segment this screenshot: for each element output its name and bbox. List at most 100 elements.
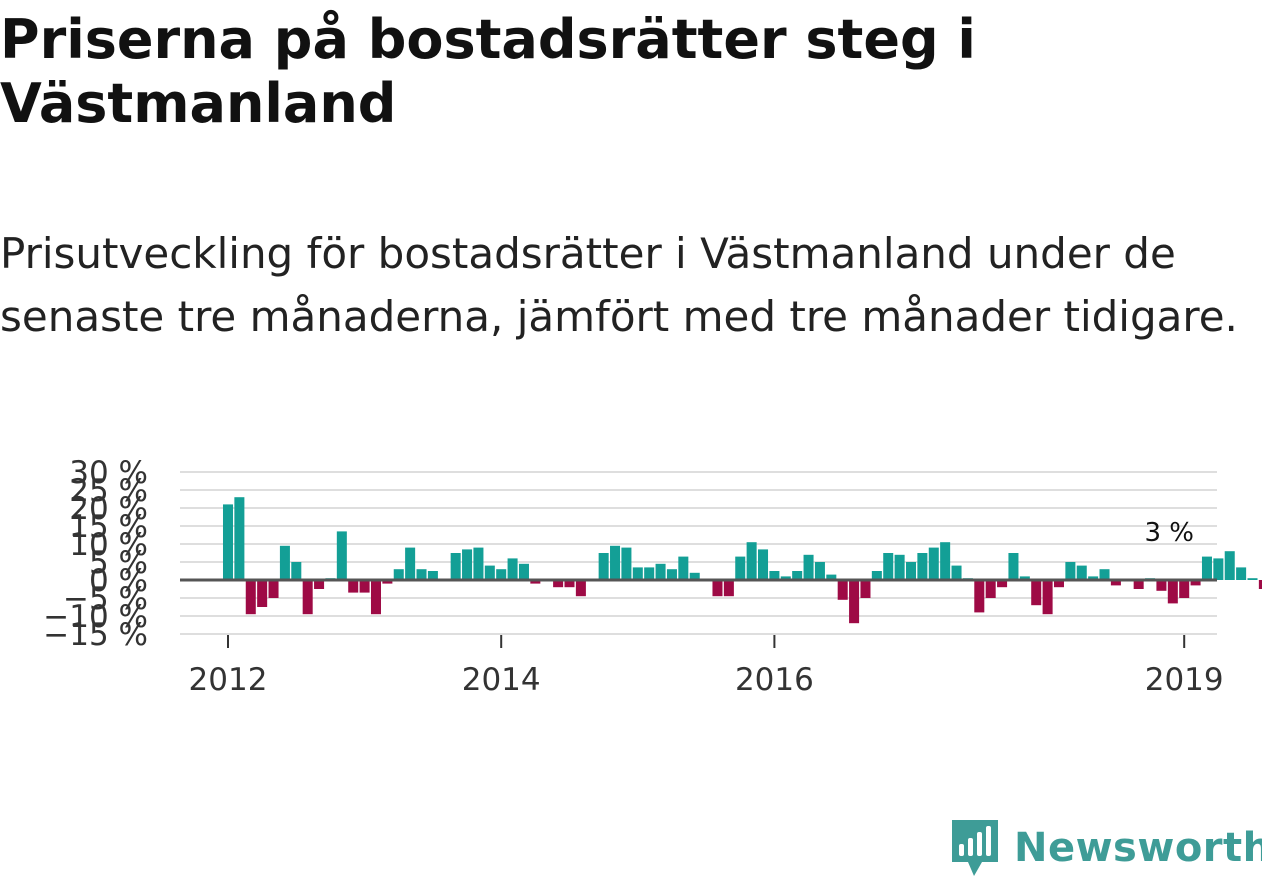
bar (348, 580, 359, 593)
bar (405, 547, 416, 580)
bar (245, 580, 256, 615)
bar (871, 571, 882, 580)
bar (1076, 565, 1087, 580)
bar (655, 563, 666, 580)
bar (940, 542, 951, 580)
y-tick-label: 25 % (69, 473, 148, 509)
bar (997, 580, 1008, 588)
bar (689, 572, 700, 580)
bar (1213, 558, 1224, 580)
y-axis-ticks: 30 %25 %20 %15 %10 %5 %0 %−5 %−10 %−15 % (43, 455, 148, 653)
bar (370, 580, 381, 615)
bar (1099, 569, 1110, 580)
bar (666, 569, 677, 580)
bar (1031, 580, 1042, 606)
bar (1247, 578, 1258, 580)
price-change-chart: 30 %25 %20 %15 %10 %5 %0 %−5 %−10 %−15 %… (43, 455, 1262, 698)
bars (222, 497, 1262, 624)
bar (837, 580, 848, 600)
bar (849, 580, 860, 624)
y-tick-label: 20 % (69, 491, 148, 527)
newsworthy-logo-icon (952, 820, 998, 876)
bar (393, 569, 404, 580)
bar (564, 580, 575, 588)
bar (416, 569, 427, 580)
bar (1008, 553, 1019, 580)
bar (758, 549, 769, 580)
chart-subtitle: Prisutveckling för bostadsrätter i Västm… (0, 229, 1238, 341)
bar (302, 580, 313, 615)
newsworthy-wordmark: Newsworthy (1014, 825, 1262, 871)
bar (826, 574, 837, 580)
bar (860, 580, 871, 598)
last-value-label: 3 % (1144, 518, 1194, 548)
bar (1190, 580, 1201, 586)
bar (222, 504, 234, 580)
bar (257, 580, 268, 607)
bar (769, 571, 780, 580)
bar (985, 580, 996, 598)
bar (905, 562, 917, 580)
bar (1156, 580, 1167, 591)
gridlines (180, 471, 1217, 635)
y-tick-label: 10 % (69, 527, 148, 563)
bar (735, 556, 746, 580)
chart-title: Priserna på bostadsrätter steg i Västman… (0, 8, 976, 135)
bar (268, 580, 279, 598)
x-tick-label: 2016 (735, 662, 814, 698)
bar (1236, 567, 1247, 580)
bar (518, 563, 529, 580)
bar (234, 497, 245, 580)
bar (507, 558, 518, 580)
y-tick-label: −15 % (43, 617, 148, 653)
bar (723, 580, 734, 597)
bar (814, 562, 825, 580)
x-tick-label: 2012 (189, 662, 268, 698)
bar (951, 565, 962, 580)
bar (712, 580, 723, 597)
x-tick-label: 2019 (1145, 662, 1224, 698)
bar (746, 542, 757, 580)
y-tick-label: 30 % (69, 455, 148, 491)
bar (279, 545, 290, 580)
bar (1167, 580, 1178, 604)
bar (1042, 580, 1053, 615)
bar (462, 549, 473, 580)
bar (496, 569, 507, 580)
bar (598, 553, 609, 580)
y-tick-label: 0 % (89, 563, 148, 599)
bar (530, 580, 541, 584)
bar (359, 580, 370, 593)
bar (644, 567, 655, 580)
bar (928, 547, 939, 580)
bar (382, 580, 393, 584)
y-tick-label: −10 % (43, 599, 148, 635)
bar (553, 580, 564, 588)
bar (780, 576, 791, 580)
bar (1224, 551, 1235, 580)
bar (1088, 576, 1099, 580)
bar (621, 547, 632, 580)
bar (632, 567, 643, 580)
bar (803, 554, 814, 580)
bar (610, 545, 621, 580)
y-tick-label: 15 % (69, 509, 148, 545)
bar (1110, 580, 1121, 586)
bar (1053, 580, 1064, 588)
bar (473, 547, 484, 580)
bar (336, 531, 347, 580)
x-axis-ticks: 2012201420162019202120232025 (189, 635, 1224, 698)
bar (291, 562, 302, 580)
bar (678, 556, 689, 580)
bar (575, 580, 586, 597)
newsworthy-logo[interactable]: Newsworthy (950, 818, 1262, 878)
bar (1201, 556, 1212, 580)
bar (484, 565, 495, 580)
bar (974, 580, 985, 613)
bar (450, 553, 461, 580)
bar (792, 571, 803, 580)
bar (1179, 580, 1190, 598)
bar (314, 580, 325, 589)
bar (1258, 580, 1262, 589)
y-tick-label: 5 % (89, 545, 148, 581)
